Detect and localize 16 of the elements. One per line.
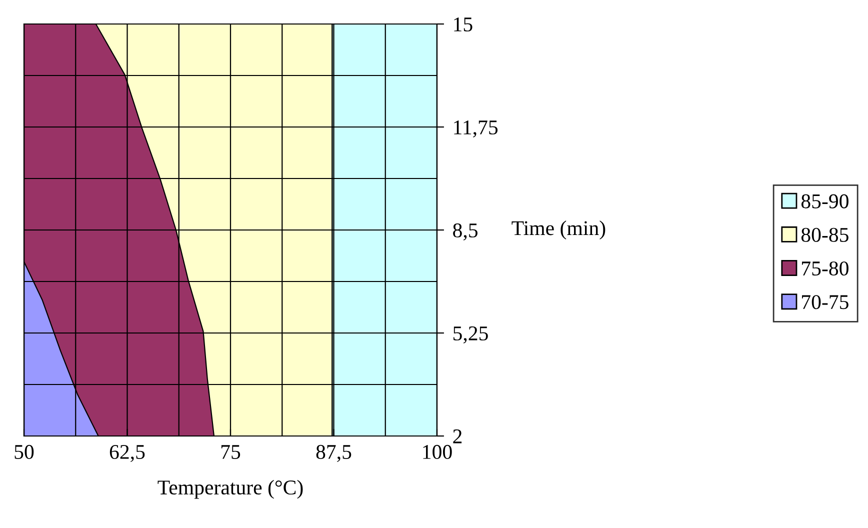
y-tick-label: 8,5 xyxy=(453,223,478,240)
y-tick-label: 5,25 xyxy=(453,326,488,344)
y-axis-title: Time (min) xyxy=(512,220,606,240)
y-tick-label: 15 xyxy=(454,17,472,32)
legend-label: 80-85 xyxy=(801,228,848,242)
y-tick-label: 2 xyxy=(453,429,462,444)
x-tick-label: 87,5 xyxy=(316,444,352,462)
x-axis-title: Temperature (°C) xyxy=(158,480,303,499)
legend-label: 70-75 xyxy=(802,295,848,310)
x-tick-label: 50 xyxy=(14,444,34,459)
legend-label: 75-80 xyxy=(802,261,848,276)
y-tick-label: 11,75 xyxy=(454,120,498,138)
x-tick-label: 62,5 xyxy=(110,444,145,462)
legend-label: 85-90 xyxy=(801,194,848,208)
x-tick-label: 100 xyxy=(423,444,452,459)
x-tick-label: 75 xyxy=(221,445,240,459)
